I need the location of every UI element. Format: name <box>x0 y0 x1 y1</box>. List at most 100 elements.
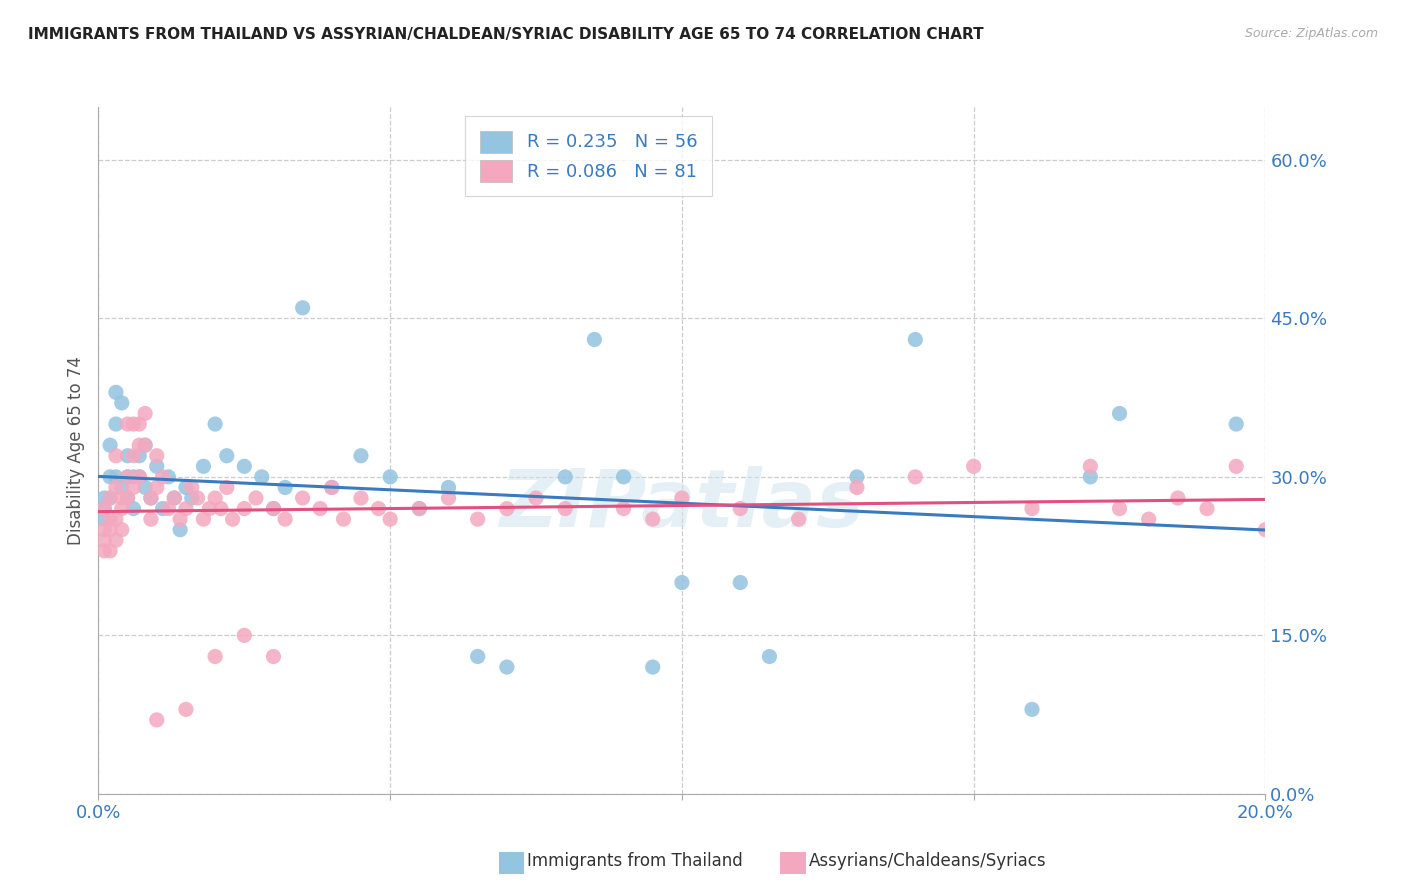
Point <box>554 501 576 516</box>
Point <box>496 501 519 516</box>
Point <box>98 438 121 452</box>
Point <box>437 480 460 494</box>
Point <box>104 480 127 494</box>
Point <box>758 649 780 664</box>
Point <box>612 470 634 484</box>
Point <box>128 470 150 484</box>
Point <box>730 501 752 516</box>
Point <box>146 713 169 727</box>
Point <box>169 512 191 526</box>
Y-axis label: Disability Age 65 to 74: Disability Age 65 to 74 <box>67 356 86 545</box>
Point <box>104 417 127 431</box>
Point <box>496 660 519 674</box>
Point <box>146 449 169 463</box>
Point <box>104 533 127 548</box>
Point <box>1137 512 1160 526</box>
Point <box>93 533 115 548</box>
Point <box>157 470 180 484</box>
Point <box>174 480 197 494</box>
Point <box>93 501 115 516</box>
Point <box>291 491 314 505</box>
Point <box>309 501 332 516</box>
Point <box>117 491 139 505</box>
Point <box>1021 501 1043 516</box>
Point <box>1254 523 1277 537</box>
Point <box>187 491 209 505</box>
Point <box>204 649 226 664</box>
Point <box>169 523 191 537</box>
Point <box>262 501 284 516</box>
Point <box>93 523 115 537</box>
Point <box>904 333 927 347</box>
Point <box>367 501 389 516</box>
Point <box>209 501 232 516</box>
Point <box>146 480 169 494</box>
Point <box>111 523 134 537</box>
Point <box>117 449 139 463</box>
Point <box>262 501 284 516</box>
Point <box>146 459 169 474</box>
Point <box>233 459 256 474</box>
Point <box>408 501 430 516</box>
Point <box>467 649 489 664</box>
Point <box>215 449 238 463</box>
Point <box>583 333 606 347</box>
Point <box>163 491 186 505</box>
Point <box>332 512 354 526</box>
Point <box>104 512 127 526</box>
Point <box>380 470 402 484</box>
Point <box>1195 501 1218 516</box>
Point <box>117 470 139 484</box>
Point <box>98 523 121 537</box>
Point <box>93 491 115 505</box>
Point <box>612 501 634 516</box>
Point <box>139 512 162 526</box>
Point <box>111 396 134 410</box>
Point <box>122 470 145 484</box>
Point <box>1167 491 1189 505</box>
Point <box>408 501 430 516</box>
Point <box>111 480 134 494</box>
Point <box>98 470 121 484</box>
Point <box>117 417 139 431</box>
Point <box>467 512 489 526</box>
Point <box>104 385 127 400</box>
Point <box>98 491 121 505</box>
Point <box>233 501 256 516</box>
Point <box>524 491 547 505</box>
Point <box>122 480 145 494</box>
Point <box>134 407 156 421</box>
Point <box>321 480 343 494</box>
Point <box>250 470 273 484</box>
Point <box>198 501 221 516</box>
Point <box>291 301 314 315</box>
Point <box>117 470 139 484</box>
Point <box>117 491 139 505</box>
Point <box>128 470 150 484</box>
Point <box>904 470 927 484</box>
Point <box>163 491 186 505</box>
Point <box>554 470 576 484</box>
Point <box>350 491 373 505</box>
Point <box>1108 501 1130 516</box>
Point <box>93 512 115 526</box>
Point <box>641 660 664 674</box>
Point <box>671 575 693 590</box>
Point <box>1108 407 1130 421</box>
Point <box>111 491 134 505</box>
Point <box>671 491 693 505</box>
Point <box>215 480 238 494</box>
Point <box>641 512 664 526</box>
Point <box>180 491 202 505</box>
Point <box>787 512 810 526</box>
Point <box>380 512 402 526</box>
Point <box>846 470 869 484</box>
Point <box>134 438 156 452</box>
Point <box>152 470 174 484</box>
Point <box>128 417 150 431</box>
Point <box>128 449 150 463</box>
Point <box>1021 702 1043 716</box>
Point <box>437 491 460 505</box>
Point <box>174 702 197 716</box>
Point <box>221 512 243 526</box>
